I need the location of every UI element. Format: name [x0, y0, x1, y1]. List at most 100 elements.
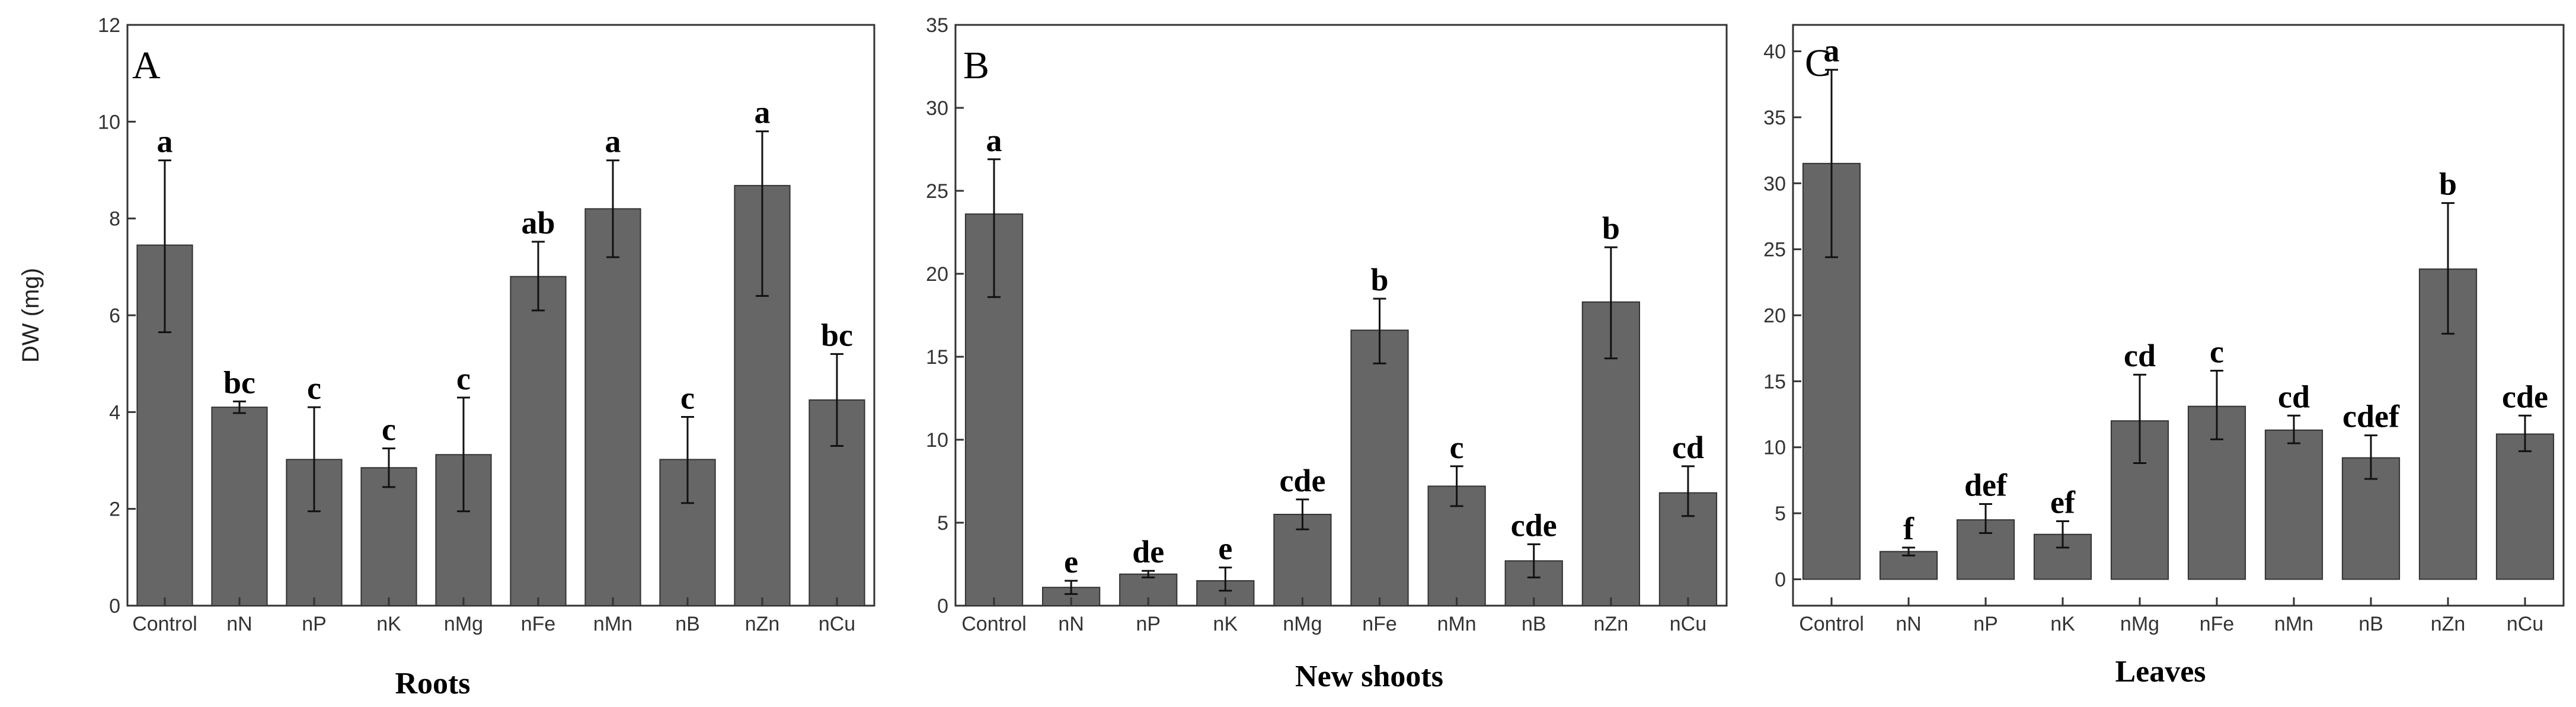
panel-c-category-label: nK — [2050, 613, 2075, 635]
panel-a-y-tick-label: 4 — [109, 401, 120, 424]
panel-c-category-label: nMg — [2120, 613, 2159, 635]
panel-c-y-tick-label: 40 — [1763, 41, 1786, 63]
panel-b-category-label: Control — [961, 613, 1027, 635]
panel-c: 0 5 10 15 20 25 30 35 40 a Control f nN def nP ef nK cd nM… — [1763, 24, 2565, 689]
panel-c-significance-label: ef — [2050, 484, 2076, 520]
panel-b-significance-label: e — [1064, 544, 1078, 580]
panel-c-y-tick-label: 5 — [1775, 503, 1786, 525]
panel-c-label: C — [1805, 41, 1831, 85]
panel-a-category-label: Control — [132, 613, 197, 635]
panel-a-y-tick-label: 10 — [98, 111, 120, 133]
panel-a-y-tick-label: 12 — [98, 14, 120, 37]
panel-a-y-tick-label: 2 — [109, 498, 120, 521]
panel-b-category-label: nB — [1522, 613, 1546, 635]
panel-a-marks: 0 2 4 6 8 10 12 a Control bc nN c nP c nK c nMg ab nFe a nMn… — [98, 14, 865, 635]
panel-b-y-tick-label: 15 — [926, 346, 948, 369]
panel-b-title: New shoots — [1295, 660, 1443, 693]
panel-c-significance-label: cdef — [2342, 399, 2400, 434]
panel-c-category-label: nCu — [2507, 613, 2543, 635]
panel-b-bar — [1350, 329, 1409, 606]
panel-b-y-tick-label: 25 — [926, 180, 948, 203]
panel-c-category-label: nN — [1896, 613, 1921, 635]
panel-c-y-tick-label: 30 — [1763, 172, 1786, 195]
panel-c-marks: 0 5 10 15 20 25 30 35 40 a Control f nN def nP ef nK cd nM… — [1763, 33, 2555, 635]
panel-a-significance-label: a — [605, 124, 621, 159]
panel-b-y-tick-label: 35 — [926, 14, 948, 37]
panel-a-significance-label: c — [307, 370, 321, 406]
panel-b-category-label: nN — [1058, 613, 1084, 635]
panel-c-category-label: nFe — [2200, 613, 2235, 635]
panel-a-category-label: nP — [302, 613, 327, 635]
panel-a-bar — [211, 407, 268, 607]
panel-b-category-label: nZn — [1594, 613, 1629, 635]
panel-c-y-tick-label: 35 — [1763, 107, 1786, 129]
panel-a-category-label: nZn — [745, 613, 780, 635]
panel-b-category-label: nCu — [1670, 613, 1706, 635]
panel-b-y-tick-label: 30 — [926, 97, 948, 120]
panel-c-significance-label: b — [2439, 167, 2457, 202]
panel-b-category-label: nMn — [1437, 613, 1476, 635]
panel-a-bar — [360, 467, 417, 606]
panel-a-category-label: nFe — [521, 613, 556, 635]
panel-c-significance-label: cd — [2124, 338, 2156, 373]
panel-b-category-label: nMg — [1283, 613, 1322, 635]
panel-c-y-tick-label: 10 — [1763, 437, 1786, 459]
panel-a-significance-label: c — [456, 361, 471, 396]
panel-b-significance-label: a — [986, 123, 1002, 158]
panel-a-category-label: nB — [675, 613, 700, 635]
panel-c-category-label: nP — [1973, 613, 1998, 635]
panel-a-y-tick-label: 6 — [109, 305, 120, 327]
panel-a-significance-label: ab — [521, 205, 555, 241]
panel-a-significance-label: c — [382, 412, 396, 447]
panel-c-category-label: nMn — [2274, 613, 2313, 635]
panel-a-significance-label: bc — [223, 364, 255, 400]
panel-c-y-tick-label: 15 — [1763, 370, 1786, 393]
panel-c-title: Leaves — [2115, 655, 2206, 689]
panel-c-y-tick-label: 0 — [1775, 568, 1786, 591]
panel-b-category-label: nK — [1213, 613, 1238, 635]
panel-b-category-label: nFe — [1362, 613, 1397, 635]
panel-c-category-label: nZn — [2431, 613, 2466, 635]
panel-c-bar — [2264, 429, 2323, 580]
panel-b-significance-label: c — [1450, 430, 1464, 465]
panel-a-category-label: nN — [226, 613, 252, 635]
panel-a-category-label: nCu — [819, 613, 855, 635]
panel-b-label: B — [963, 44, 989, 87]
panel-a-significance-label: bc — [821, 317, 853, 353]
panel-c-category-label: Control — [1799, 613, 1864, 635]
panel-c-significance-label: c — [2210, 334, 2224, 370]
panel-b-marks: 0 5 10 15 20 25 30 35 a Control e nN de nP e nK cde nMg b n… — [926, 14, 1718, 635]
panel-b-significance-label: b — [1602, 210, 1620, 246]
panel-c-category-label: nB — [2358, 613, 2383, 635]
panel-a-category-label: nMn — [593, 613, 632, 635]
panel-b-y-tick-label: 0 — [937, 595, 948, 618]
panel-c-significance-label: a — [1824, 33, 1840, 69]
panel-b-y-tick-label: 10 — [926, 429, 948, 452]
panel-a-title: Roots — [395, 667, 470, 700]
panel-c-significance-label: cde — [2502, 379, 2548, 414]
panel-c-significance-label: cd — [2278, 379, 2310, 414]
panel-b-significance-label: cde — [1511, 507, 1557, 543]
panel-b-significance-label: e — [1218, 531, 1232, 567]
panel-a-significance-label: a — [755, 95, 771, 130]
panel-c-significance-label: def — [1964, 468, 2008, 503]
panel-a-category-label: nK — [376, 613, 401, 635]
panel-c-y-tick-label: 25 — [1763, 239, 1786, 261]
panel-a-bar — [584, 208, 641, 607]
panel-c-y-tick-label: 20 — [1763, 305, 1786, 327]
panel-a-significance-label: c — [680, 380, 695, 416]
panel-b-category-label: nP — [1136, 613, 1161, 635]
panel-c-bar — [2495, 433, 2555, 580]
panel-b-significance-label: cde — [1279, 463, 1325, 498]
panel-b: 0 5 10 15 20 25 30 35 a Control e nN de nP e nK cde nMg b n… — [926, 14, 1728, 693]
panel-a-label: A — [132, 44, 161, 87]
panel-b-y-tick-label: 20 — [926, 263, 948, 286]
panel-b-significance-label: cd — [1672, 430, 1704, 465]
panel-a-y-tick-label: 0 — [109, 595, 120, 618]
panel-a: 0 2 4 6 8 10 12 a Control bc nN c nP c nK c nMg ab nFe a nMn… — [18, 14, 875, 700]
panel-c-significance-label: f — [1903, 511, 1915, 546]
panel-b-y-tick-label: 5 — [937, 512, 948, 535]
panel-b-significance-label: b — [1371, 262, 1389, 297]
panel-a-significance-label: a — [157, 124, 173, 159]
